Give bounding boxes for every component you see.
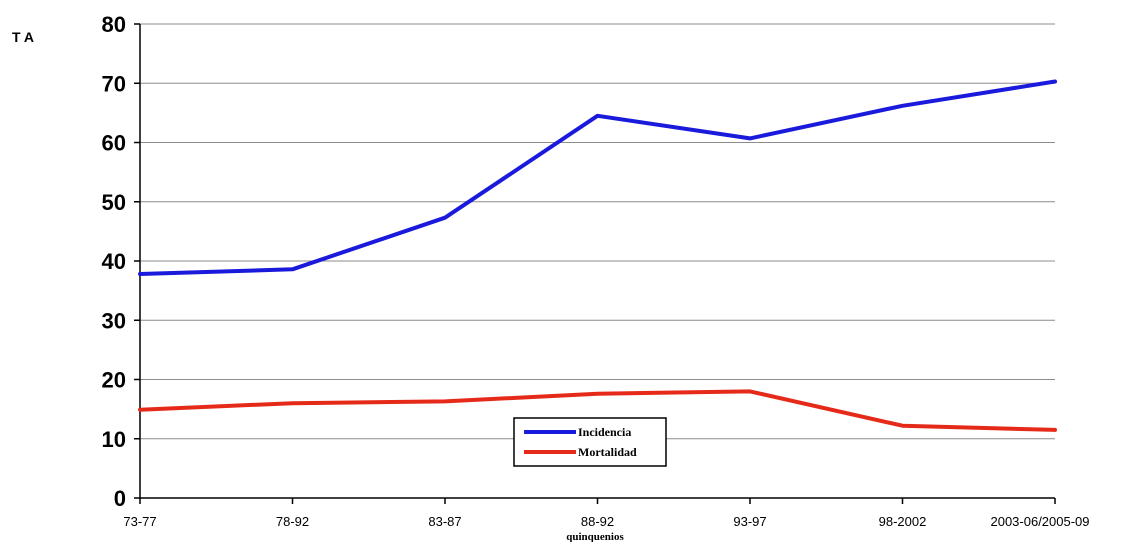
x-tick-label: 93-97 xyxy=(733,514,766,529)
x-tick-label: 98-2002 xyxy=(879,514,927,529)
y-tick-label: 30 xyxy=(102,308,126,333)
x-tick-label: 73-77 xyxy=(123,514,156,529)
legend-label: Mortalidad xyxy=(578,445,637,459)
y-tick-label: 20 xyxy=(102,368,126,393)
legend-box xyxy=(513,417,667,467)
y-tick-label: 60 xyxy=(102,131,126,156)
y-axis-label: T A xyxy=(12,29,34,45)
axes xyxy=(134,23,1056,504)
y-tick-label: 0 xyxy=(114,486,126,511)
x-axis-label: quinquenios xyxy=(566,531,624,542)
gridlines xyxy=(140,23,1055,440)
legend-label: Incidencia xyxy=(578,425,631,439)
y-tick-label: 80 xyxy=(102,12,126,37)
x-tick-label: 83-87 xyxy=(428,514,461,529)
series-line-incidencia xyxy=(138,79,1057,276)
x-tick-label: 88-92 xyxy=(581,514,614,529)
y-tick-label: 10 xyxy=(102,427,126,452)
y-tick-labels: 0 10 20 30 40 50 60 70 80 xyxy=(102,12,126,511)
x-tick-label: 2003-06/2005-09 xyxy=(990,514,1089,529)
y-tick-label: 50 xyxy=(102,190,126,215)
x-tick-labels: 73-77 78-92 83-87 88-92 93-97 98-2002 2003-06/… xyxy=(123,514,1089,529)
legend: Incidencia Mortalidad xyxy=(513,417,667,467)
series-lines xyxy=(138,79,1057,432)
y-tick-label: 40 xyxy=(102,249,126,274)
y-tick-label: 70 xyxy=(102,71,126,96)
x-tick-label: 78-92 xyxy=(276,514,309,529)
